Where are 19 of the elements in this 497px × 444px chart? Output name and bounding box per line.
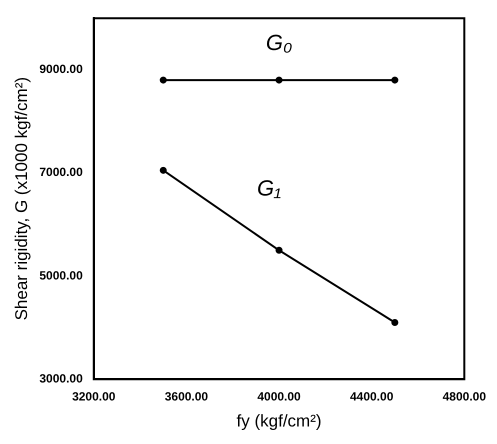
point [276, 76, 283, 84]
series-label: G₀ [266, 30, 292, 56]
y-tick-label: 9000.00 [39, 62, 84, 76]
x-axis-title: fy (kgf/cm²) [236, 411, 322, 430]
x-tick-label: 4400.00 [350, 390, 394, 404]
y-tick-label: 7000.00 [39, 165, 84, 180]
point [391, 76, 398, 84]
series-label: G₁ [257, 175, 282, 200]
y-tick-label: 5000.00 [39, 268, 84, 282]
point [391, 318, 398, 326]
x-tick-label: 4800.00 [442, 390, 486, 404]
y-tick-label: 3000.00 [39, 372, 84, 386]
x-tick-label: 3200.00 [72, 390, 116, 404]
x-tick-label: 4000.00 [257, 390, 302, 404]
y-axis-title: Shear rigidity, G (x1000 kgf/cm²) [12, 76, 31, 320]
point [160, 76, 167, 84]
x-tick-label: 3600.00 [164, 390, 208, 404]
point [160, 166, 167, 174]
point [276, 246, 283, 254]
